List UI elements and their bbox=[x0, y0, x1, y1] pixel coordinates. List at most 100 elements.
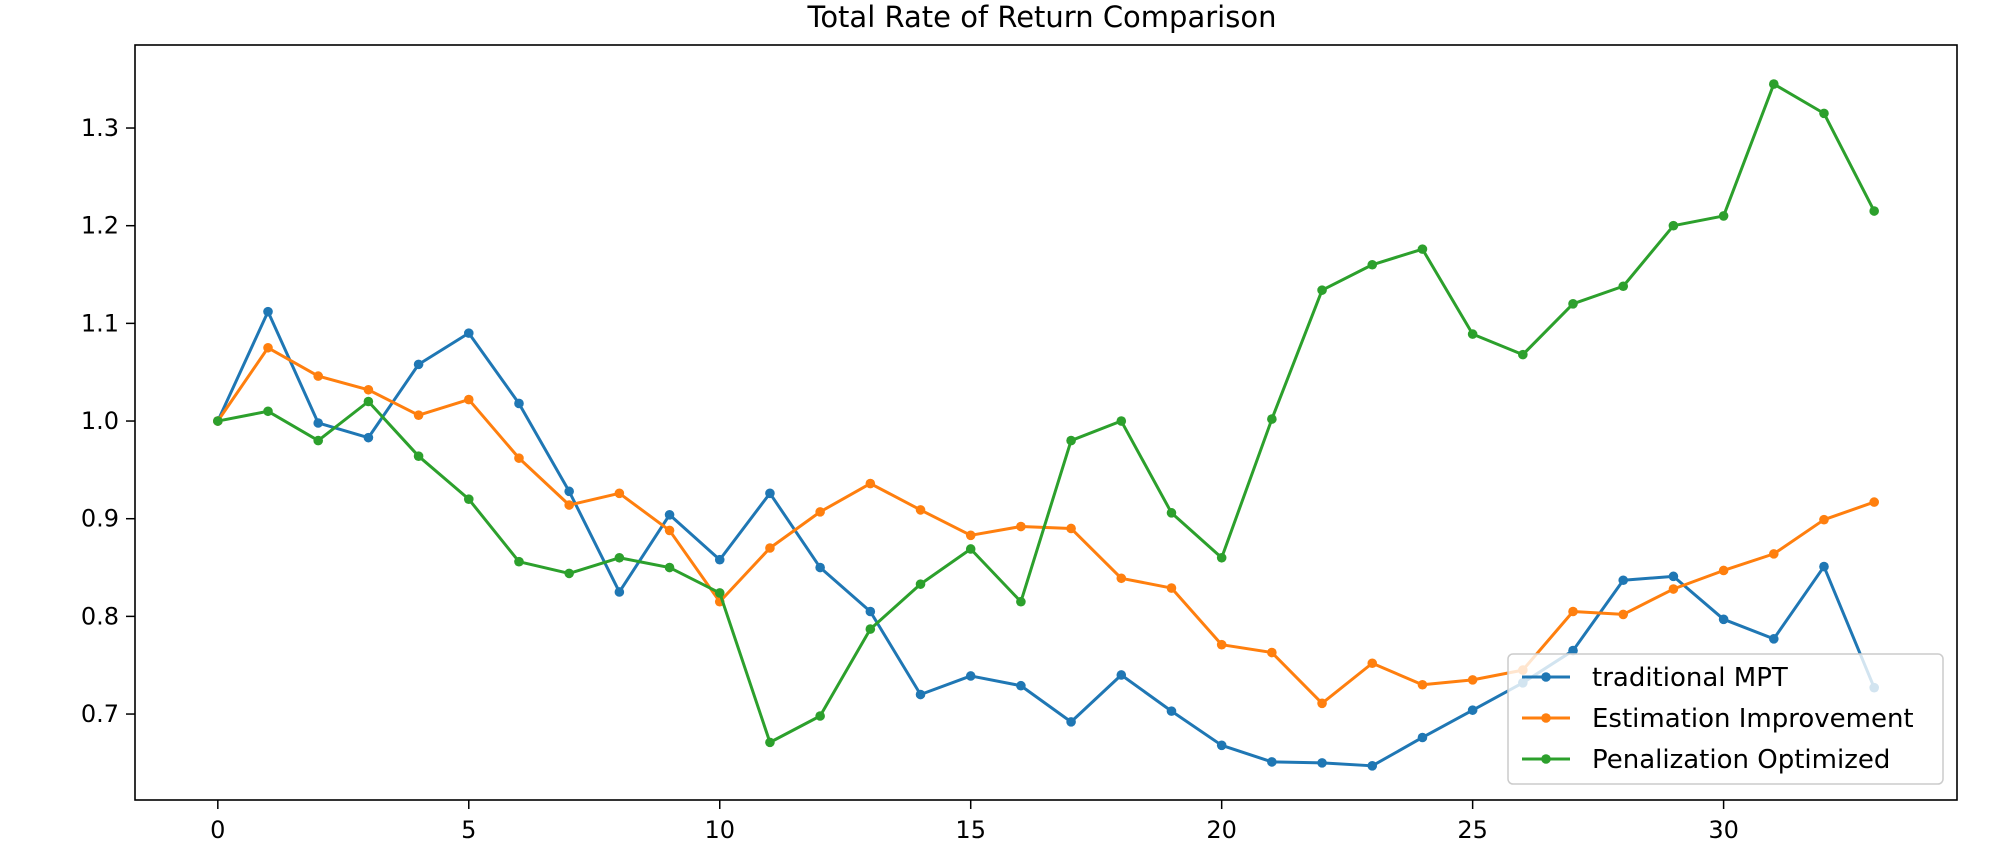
data-point bbox=[1618, 609, 1629, 620]
series-2 bbox=[213, 342, 1879, 709]
legend-entry: Penalization Optimized bbox=[1522, 745, 1890, 775]
data-point bbox=[965, 530, 976, 541]
data-point bbox=[1819, 514, 1829, 525]
x-tick-label: 25 bbox=[1457, 816, 1488, 844]
data-point bbox=[1819, 561, 1829, 572]
data-point bbox=[614, 488, 625, 499]
data-point bbox=[1718, 614, 1729, 625]
y-tick-label: 1.1 bbox=[81, 309, 119, 337]
data-point bbox=[463, 394, 474, 405]
data-point bbox=[1518, 349, 1528, 360]
data-point bbox=[664, 562, 675, 573]
data-point bbox=[413, 359, 424, 370]
data-point bbox=[1618, 575, 1629, 586]
data-point bbox=[1417, 732, 1428, 743]
data-point bbox=[263, 342, 273, 353]
data-point bbox=[1568, 299, 1578, 309]
data-point bbox=[1066, 523, 1076, 534]
data-point bbox=[1718, 211, 1729, 221]
data-point bbox=[1568, 606, 1578, 617]
legend-label: Penalization Optimized bbox=[1592, 745, 1890, 775]
data-point bbox=[313, 418, 324, 428]
data-point bbox=[1367, 259, 1378, 270]
data-point bbox=[1216, 740, 1227, 751]
data-point bbox=[664, 525, 675, 536]
data-point bbox=[1668, 584, 1679, 594]
data-point bbox=[1066, 717, 1076, 727]
x-tick-label: 30 bbox=[1708, 816, 1739, 844]
data-point bbox=[765, 543, 775, 553]
data-point bbox=[1417, 244, 1428, 254]
data-point bbox=[1267, 647, 1277, 658]
data-point bbox=[1116, 670, 1127, 680]
data-point bbox=[1467, 705, 1478, 715]
data-point bbox=[463, 328, 474, 338]
x-tick-label: 0 bbox=[210, 816, 225, 844]
data-point bbox=[1317, 698, 1327, 709]
data-point bbox=[1166, 508, 1177, 518]
data-point bbox=[1367, 658, 1378, 669]
data-point bbox=[1216, 552, 1227, 563]
data-point bbox=[213, 416, 223, 426]
y-axis: 0.7 0.8 0.9 1.0 1.1 1.2 1.3 bbox=[81, 114, 135, 728]
data-point bbox=[1016, 596, 1026, 607]
data-point bbox=[1016, 680, 1026, 691]
y-tick-label: 0.9 bbox=[81, 505, 119, 533]
data-point bbox=[915, 579, 926, 589]
x-tick-label: 20 bbox=[1206, 816, 1237, 844]
data-point bbox=[1618, 281, 1629, 292]
data-point bbox=[564, 568, 574, 579]
data-point bbox=[1367, 761, 1378, 771]
data-point bbox=[263, 406, 273, 417]
legend-swatch-marker bbox=[1541, 713, 1551, 723]
data-point bbox=[1116, 416, 1127, 426]
data-point bbox=[1216, 639, 1227, 650]
data-point bbox=[463, 494, 474, 504]
data-point bbox=[1768, 549, 1779, 559]
data-point bbox=[1668, 220, 1679, 231]
data-point bbox=[815, 507, 825, 517]
data-point bbox=[1166, 583, 1177, 593]
data-point bbox=[313, 435, 324, 446]
data-point bbox=[915, 689, 926, 700]
data-point bbox=[1869, 497, 1879, 507]
data-point bbox=[1317, 285, 1327, 295]
x-tick-label: 10 bbox=[704, 816, 735, 844]
legend-swatch-marker bbox=[1541, 672, 1551, 682]
plot-area-frame bbox=[134, 44, 1958, 801]
data-point bbox=[1568, 645, 1578, 656]
x-axis: 0 5 10 15 20 25 30 bbox=[210, 800, 1739, 844]
legend-swatch-marker bbox=[1541, 754, 1551, 764]
data-point bbox=[815, 562, 825, 573]
data-point bbox=[413, 410, 424, 420]
data-point bbox=[363, 396, 374, 407]
chart-title: Total Rate of Return Comparison bbox=[807, 0, 1277, 34]
legend-label: traditional MPT bbox=[1592, 663, 1788, 693]
data-point bbox=[564, 486, 574, 497]
data-point bbox=[1166, 706, 1177, 716]
x-tick-label: 5 bbox=[461, 816, 476, 844]
data-point bbox=[865, 606, 876, 617]
data-point bbox=[765, 737, 775, 748]
data-point bbox=[1668, 571, 1679, 582]
legend-label: Estimation Improvement bbox=[1592, 704, 1914, 734]
series-1 bbox=[213, 306, 1879, 771]
data-point bbox=[965, 544, 976, 554]
data-point bbox=[714, 554, 725, 565]
data-point bbox=[765, 488, 775, 499]
data-point bbox=[313, 371, 324, 381]
x-tick-label: 15 bbox=[955, 816, 986, 844]
data-point bbox=[514, 453, 524, 463]
data-point bbox=[1467, 329, 1478, 339]
data-point bbox=[815, 711, 825, 721]
series-line bbox=[216, 346, 1875, 705]
y-tick-label: 1.2 bbox=[81, 212, 119, 240]
data-point bbox=[1016, 521, 1026, 532]
data-point bbox=[1417, 679, 1428, 690]
series-layer bbox=[213, 79, 1879, 771]
y-tick-label: 1.3 bbox=[81, 114, 119, 142]
data-point bbox=[413, 451, 424, 461]
data-point bbox=[865, 478, 876, 489]
data-point bbox=[614, 587, 625, 597]
data-point bbox=[1768, 79, 1779, 89]
